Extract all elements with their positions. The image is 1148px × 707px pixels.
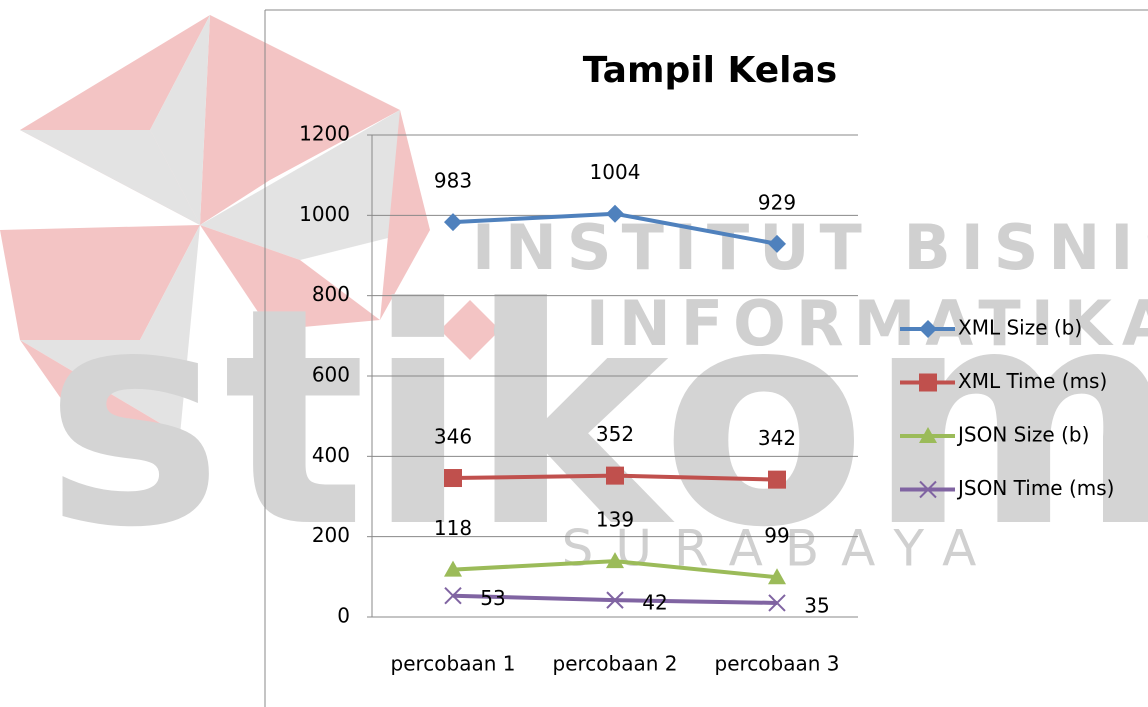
data-point: [768, 234, 786, 253]
data-label: 118: [434, 516, 472, 540]
watermark-text: & INFORMATIKA: [490, 287, 1148, 360]
data-point: [768, 470, 786, 489]
data-label: 983: [434, 169, 472, 193]
x-tick-label: percobaan 2: [553, 652, 678, 676]
y-tick-label: 1000: [299, 202, 350, 226]
data-label: 139: [596, 508, 634, 532]
data-point: [444, 560, 462, 577]
y-tick-label: 400: [312, 443, 350, 467]
data-point: [444, 587, 462, 605]
data-label: 99: [764, 524, 789, 548]
y-tick-label: 1200: [299, 122, 350, 146]
data-label: 42: [642, 591, 667, 615]
y-tick-label: 600: [312, 363, 350, 387]
data-point: [768, 594, 786, 612]
data-point: [606, 204, 624, 223]
data-label: 929: [758, 190, 796, 214]
legend-marker: [919, 427, 937, 443]
y-tick-label: 200: [312, 523, 350, 547]
data-point: [606, 552, 624, 569]
legend-marker: [919, 480, 937, 499]
data-label: 35: [804, 593, 829, 617]
data-point: [606, 466, 624, 485]
data-point: [768, 568, 786, 585]
legend-label: JSON Size (b): [956, 423, 1089, 447]
data-point: [606, 591, 624, 609]
legend-label: XML Time (ms): [958, 369, 1107, 393]
x-tick-label: percobaan 3: [715, 652, 840, 676]
data-point: [444, 213, 462, 232]
watermark-text: SURABAYA: [562, 520, 999, 578]
data-label: 342: [758, 426, 796, 450]
watermark-text: stikom: [45, 244, 1148, 593]
legend-label: JSON Time (ms): [956, 476, 1114, 500]
data-label: 346: [434, 425, 472, 449]
watermark-logo: [0, 15, 500, 440]
data-label: 1004: [590, 160, 641, 184]
chart-title: Tampil Kelas: [583, 50, 837, 91]
legend-marker: [919, 320, 937, 338]
y-tick-label: 800: [312, 282, 350, 306]
watermark-text: INSTITUT BISNIS: [472, 211, 1148, 284]
legend-marker: [919, 373, 937, 392]
data-label: 352: [596, 422, 634, 446]
x-tick-label: percobaan 1: [391, 652, 516, 676]
legend-label: XML Size (b): [958, 316, 1082, 340]
data-point: [444, 469, 462, 488]
y-tick-label: 0: [337, 604, 350, 628]
data-label: 53: [480, 586, 505, 610]
